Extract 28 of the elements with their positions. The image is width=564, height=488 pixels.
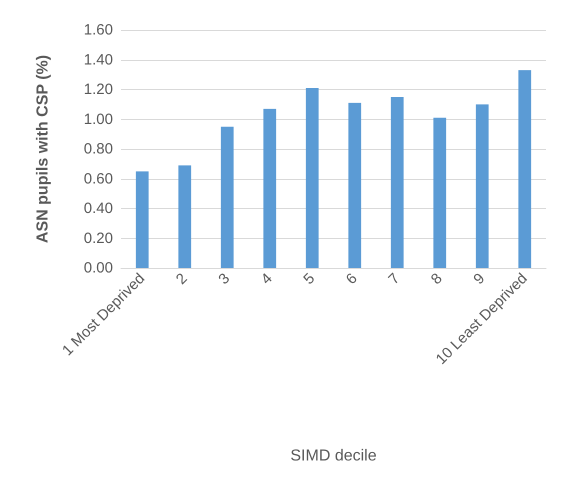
y-axis-title: ASN pupils with CSP (%) xyxy=(34,54,52,244)
bar xyxy=(390,96,404,268)
bar xyxy=(348,102,362,268)
y-tick-label: 1.40 xyxy=(84,51,113,68)
y-tick-label: 0.40 xyxy=(84,200,113,217)
x-tick-label: 8 xyxy=(428,270,446,288)
y-tick-label: 1.20 xyxy=(84,81,113,98)
y-tick-label: 0.00 xyxy=(84,260,113,276)
bar xyxy=(518,70,532,268)
y-tick-label: 0.80 xyxy=(84,140,113,158)
x-tick-label: 5 xyxy=(300,270,318,288)
y-tick-label: 1.60 xyxy=(84,22,113,38)
x-axis-title: SIMD decile xyxy=(290,448,377,464)
x-tick-label: 6 xyxy=(342,270,361,288)
bar xyxy=(306,88,319,268)
y-tick-label: 0.60 xyxy=(84,170,113,188)
bar xyxy=(220,126,234,268)
bar xyxy=(476,104,489,268)
x-tick-label: 3 xyxy=(215,270,234,288)
x-tick-label: 7 xyxy=(385,270,404,288)
x-tick-label: 2 xyxy=(172,270,191,288)
bar xyxy=(178,165,192,268)
bar xyxy=(136,171,149,268)
y-tick-label: 1.00 xyxy=(84,110,113,128)
y-tick-label: 0.20 xyxy=(84,230,113,247)
bar xyxy=(263,108,276,268)
x-tick-label: 4 xyxy=(258,270,276,288)
bar xyxy=(433,118,446,268)
